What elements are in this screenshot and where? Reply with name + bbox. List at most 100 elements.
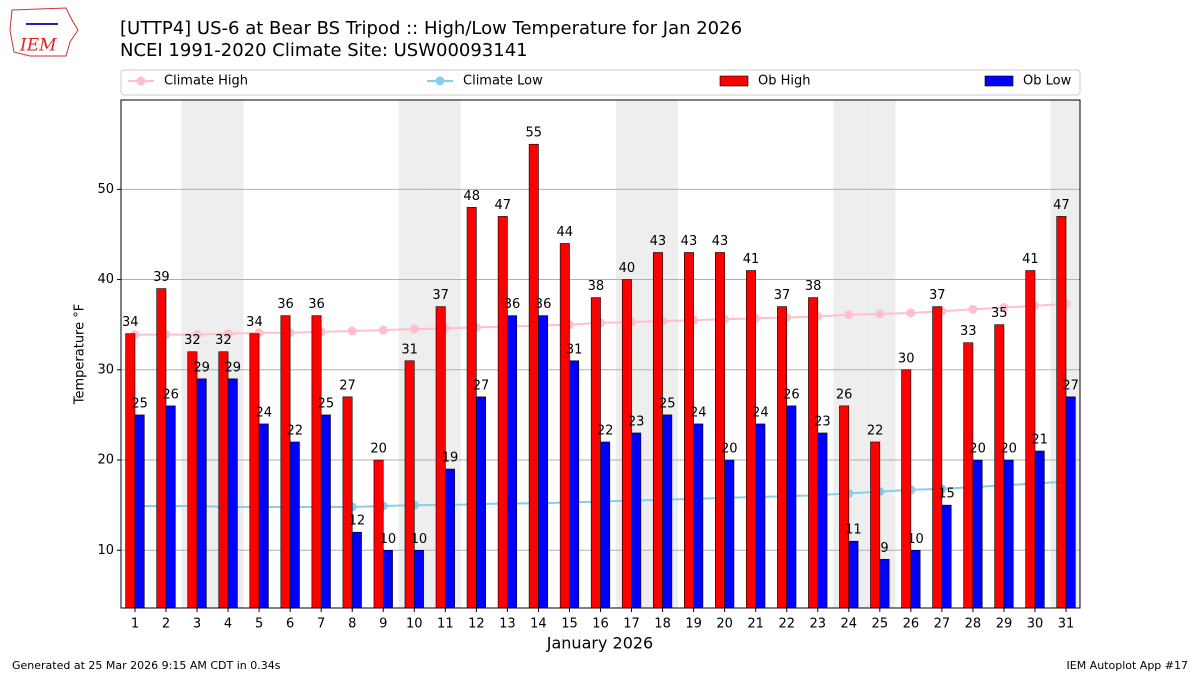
bar (910, 549, 921, 609)
bar (445, 468, 455, 609)
bar (413, 549, 424, 609)
chart-title: [UTTP4] US-6 at Bear BS Tripod :: High/L… (120, 18, 742, 39)
bar (311, 315, 322, 609)
value-label: 24 (255, 405, 272, 420)
plot-frame (120, 99, 1081, 609)
logo: IEM (9, 7, 79, 57)
bar (693, 423, 704, 609)
bar (569, 360, 580, 609)
legend-swatch (984, 75, 1014, 87)
bar (258, 423, 269, 609)
bar (786, 405, 797, 609)
bar (683, 252, 694, 609)
value-label: 22 (597, 423, 614, 438)
x-tick-label: 3 (193, 617, 201, 632)
bar (559, 243, 570, 609)
bar (351, 531, 362, 609)
y-tick-label: 40 (97, 272, 114, 287)
bar (724, 459, 735, 609)
value-label: 29 (193, 360, 210, 375)
bar (507, 315, 518, 609)
x-tick-label: 19 (685, 617, 702, 632)
legend-label: Ob Low (1023, 74, 1072, 89)
x-tick-label: 20 (716, 617, 733, 632)
value-label: 27 (1062, 378, 1079, 393)
value-label: 33 (960, 324, 977, 339)
bar (1003, 459, 1014, 609)
marker (409, 324, 419, 334)
value-label: 26 (836, 387, 853, 402)
marker (378, 325, 388, 335)
bar (476, 396, 486, 609)
value-label: 39 (153, 270, 170, 285)
bar (808, 297, 819, 609)
bar (125, 333, 136, 609)
marker (999, 303, 1009, 313)
bar (1065, 396, 1076, 609)
value-label: 26 (783, 387, 800, 402)
bar (382, 549, 393, 609)
value-label: 43 (712, 234, 729, 249)
bar (590, 297, 601, 609)
value-label: 25 (318, 396, 335, 411)
x-tick-label: 31 (1058, 617, 1075, 632)
x-tick-label: 10 (406, 617, 423, 632)
value-label: 48 (463, 189, 480, 204)
bar (134, 414, 145, 609)
bar (932, 306, 943, 609)
x-tick-label: 1 (131, 617, 139, 632)
x-tick-label: 12 (468, 617, 485, 632)
bar (227, 378, 238, 609)
bar (777, 306, 788, 609)
value-label: 31 (401, 342, 418, 357)
bar (715, 252, 725, 609)
value-label: 11 (845, 523, 862, 538)
bar (972, 459, 983, 609)
legend-marker (136, 76, 146, 86)
bar (621, 279, 632, 609)
value-label: 40 (619, 261, 636, 276)
marker (223, 329, 233, 339)
x-tick-label: 26 (903, 617, 920, 632)
y-tick-label: 50 (97, 182, 114, 197)
value-label: 38 (588, 279, 605, 294)
value-label: 10 (411, 532, 428, 547)
y-axis-label: Temperature °F (73, 304, 88, 405)
x-tick-label: 28 (965, 617, 982, 632)
value-label: 55 (526, 126, 543, 141)
value-label: 31 (566, 342, 583, 357)
value-label: 37 (774, 288, 791, 303)
x-tick-label: 6 (286, 617, 294, 632)
bar (280, 315, 291, 609)
x-tick-label: 23 (809, 617, 826, 632)
value-label: 37 (929, 288, 946, 303)
bar (817, 432, 828, 609)
bar (342, 396, 353, 609)
value-label: 34 (246, 315, 263, 330)
footer-left: Generated at 25 Mar 2026 9:15 AM CDT in … (12, 659, 281, 672)
x-tick-label: 9 (379, 617, 387, 632)
bar (839, 405, 850, 609)
value-label: 32 (184, 333, 201, 348)
bar (249, 333, 260, 609)
value-label: 20 (969, 442, 986, 457)
logo-outline (9, 7, 79, 57)
value-label: 36 (308, 297, 325, 312)
value-label: 20 (370, 442, 387, 457)
x-tick-label: 5 (255, 617, 263, 632)
marker (347, 326, 357, 336)
value-label: 20 (1000, 442, 1017, 457)
legend-label: Ob High (758, 74, 811, 89)
bar (1056, 216, 1067, 609)
value-label: 36 (504, 297, 521, 312)
value-label: 35 (991, 306, 1008, 321)
value-label: 27 (339, 378, 356, 393)
bar (497, 216, 508, 609)
value-label: 19 (442, 451, 459, 466)
x-tick-label: 29 (996, 617, 1013, 632)
value-label: 23 (814, 414, 831, 429)
value-label: 29 (224, 360, 241, 375)
bar (631, 432, 642, 609)
